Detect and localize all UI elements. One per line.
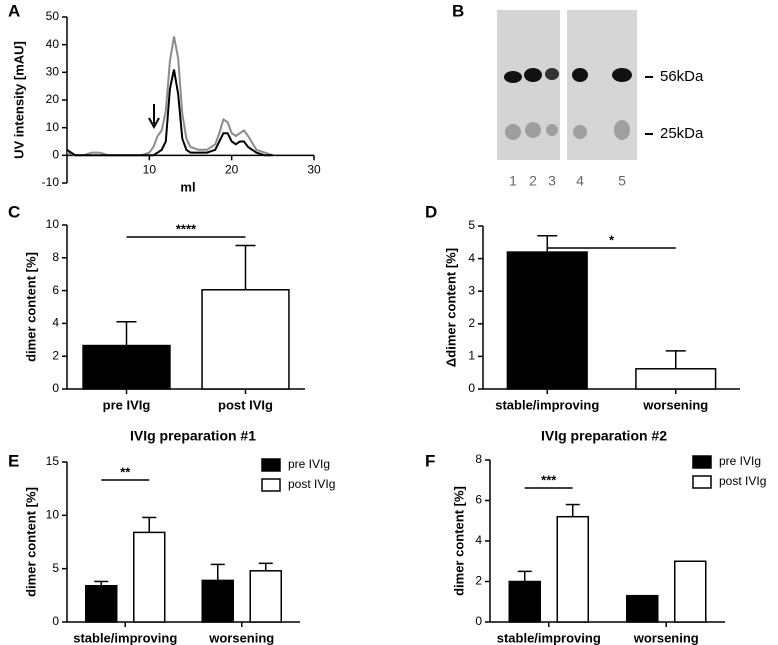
bar <box>674 560 707 623</box>
y-tick-label: 1 <box>468 349 475 363</box>
x-tick-label: 10 <box>143 163 157 177</box>
bar <box>133 531 166 623</box>
bar <box>506 251 588 390</box>
lane-label: 5 <box>618 173 626 189</box>
y-tick-label: 2 <box>468 316 475 330</box>
x-tick-label: stable/improving <box>73 630 177 645</box>
x-tick-label: post IVIg <box>218 397 273 412</box>
panel-letter: E <box>8 451 19 470</box>
lane-label: 4 <box>576 173 584 189</box>
bar <box>626 594 659 623</box>
panel-letter: D <box>425 202 437 221</box>
significance-label: * <box>609 232 615 247</box>
y-axis-label: Δdimer content [%] <box>443 248 458 367</box>
panel-letter: A <box>8 1 20 20</box>
y-axis-label: dimer content [%] <box>451 486 466 596</box>
y-tick-label: 8 <box>52 250 59 264</box>
legend-swatch <box>261 458 281 472</box>
panel-letter: B <box>452 1 464 20</box>
y-tick-label: 6 <box>52 283 59 297</box>
marker-label: 56kDa <box>660 68 704 85</box>
y-tick-label: 15 <box>46 454 60 468</box>
y-tick-label: 10 <box>46 217 60 231</box>
lane-label: 3 <box>548 173 556 189</box>
bar <box>556 515 589 623</box>
gel-low-bands <box>505 120 630 140</box>
y-tick-label: 5 <box>52 561 59 575</box>
gel-bands <box>504 68 632 83</box>
y-tick-label: -10 <box>42 175 60 189</box>
y-tick-label: 6 <box>475 493 482 507</box>
significance-label: *** <box>541 472 557 487</box>
bar <box>201 289 290 390</box>
y-axis-label: dimer content [%] <box>23 487 38 597</box>
y-tick-label: 2 <box>52 348 59 362</box>
x-axis-label: ml <box>180 179 195 194</box>
legend-swatch <box>692 455 712 469</box>
gel-left <box>497 10 560 160</box>
y-tick-label: 40 <box>46 37 60 51</box>
bar <box>201 579 234 623</box>
panel-title: IVIg preparation #2 <box>541 428 667 444</box>
significance-label: **** <box>176 221 197 236</box>
y-axis-label: dimer content [%] <box>23 252 38 362</box>
y-tick-label: 0 <box>52 614 59 628</box>
marker-label: 25kDa <box>660 125 704 142</box>
legend-label: post IVIg <box>719 474 766 488</box>
y-tick-label: 8 <box>475 452 482 466</box>
bar <box>508 580 541 623</box>
legend-label: pre IVIg <box>288 457 330 471</box>
x-tick-label: pre IVIg <box>103 397 151 412</box>
y-tick-label: 0 <box>468 381 475 395</box>
x-tick-label: worsening <box>208 630 274 645</box>
y-tick-label: 4 <box>475 533 482 547</box>
legend-label: post IVIg <box>288 477 335 491</box>
bar <box>249 570 282 623</box>
y-tick-label: 3 <box>468 283 475 297</box>
x-tick-label: stable/improving <box>495 397 599 412</box>
panel-letter: F <box>425 451 435 470</box>
y-tick-label: 4 <box>52 316 59 330</box>
trace <box>66 69 273 157</box>
x-tick-label: stable/improving <box>497 630 601 645</box>
bar <box>85 584 118 623</box>
legend-swatch <box>261 478 281 492</box>
legend-swatch <box>692 475 712 489</box>
y-tick-label: 2 <box>475 574 482 588</box>
y-tick-label: 20 <box>46 92 60 106</box>
significance-label: ** <box>120 464 131 479</box>
legend-label: pre IVIg <box>719 454 761 468</box>
x-tick-label: 20 <box>225 163 239 177</box>
arrow <box>148 104 160 130</box>
panel-title: IVIg preparation #1 <box>130 428 256 444</box>
bar <box>635 368 717 390</box>
y-axis-label: UV intensity [mAU] <box>11 41 26 159</box>
panel-letter: C <box>8 202 20 221</box>
y-tick-label: 10 <box>46 120 60 134</box>
x-tick-label: 30 <box>307 163 321 177</box>
bar <box>82 344 171 390</box>
x-tick-label: worsening <box>642 397 708 412</box>
y-tick-label: 4 <box>468 251 475 265</box>
y-tick-label: 5 <box>468 218 475 232</box>
lane-label: 2 <box>529 173 537 189</box>
y-tick-label: 0 <box>52 381 59 395</box>
y-tick-label: 0 <box>52 148 59 162</box>
y-tick-label: 0 <box>475 614 482 628</box>
y-tick-label: 50 <box>46 9 60 23</box>
y-tick-label: 10 <box>46 508 60 522</box>
lane-label: 1 <box>509 173 517 189</box>
y-tick-label: 30 <box>46 65 60 79</box>
x-tick-label: worsening <box>633 630 699 645</box>
